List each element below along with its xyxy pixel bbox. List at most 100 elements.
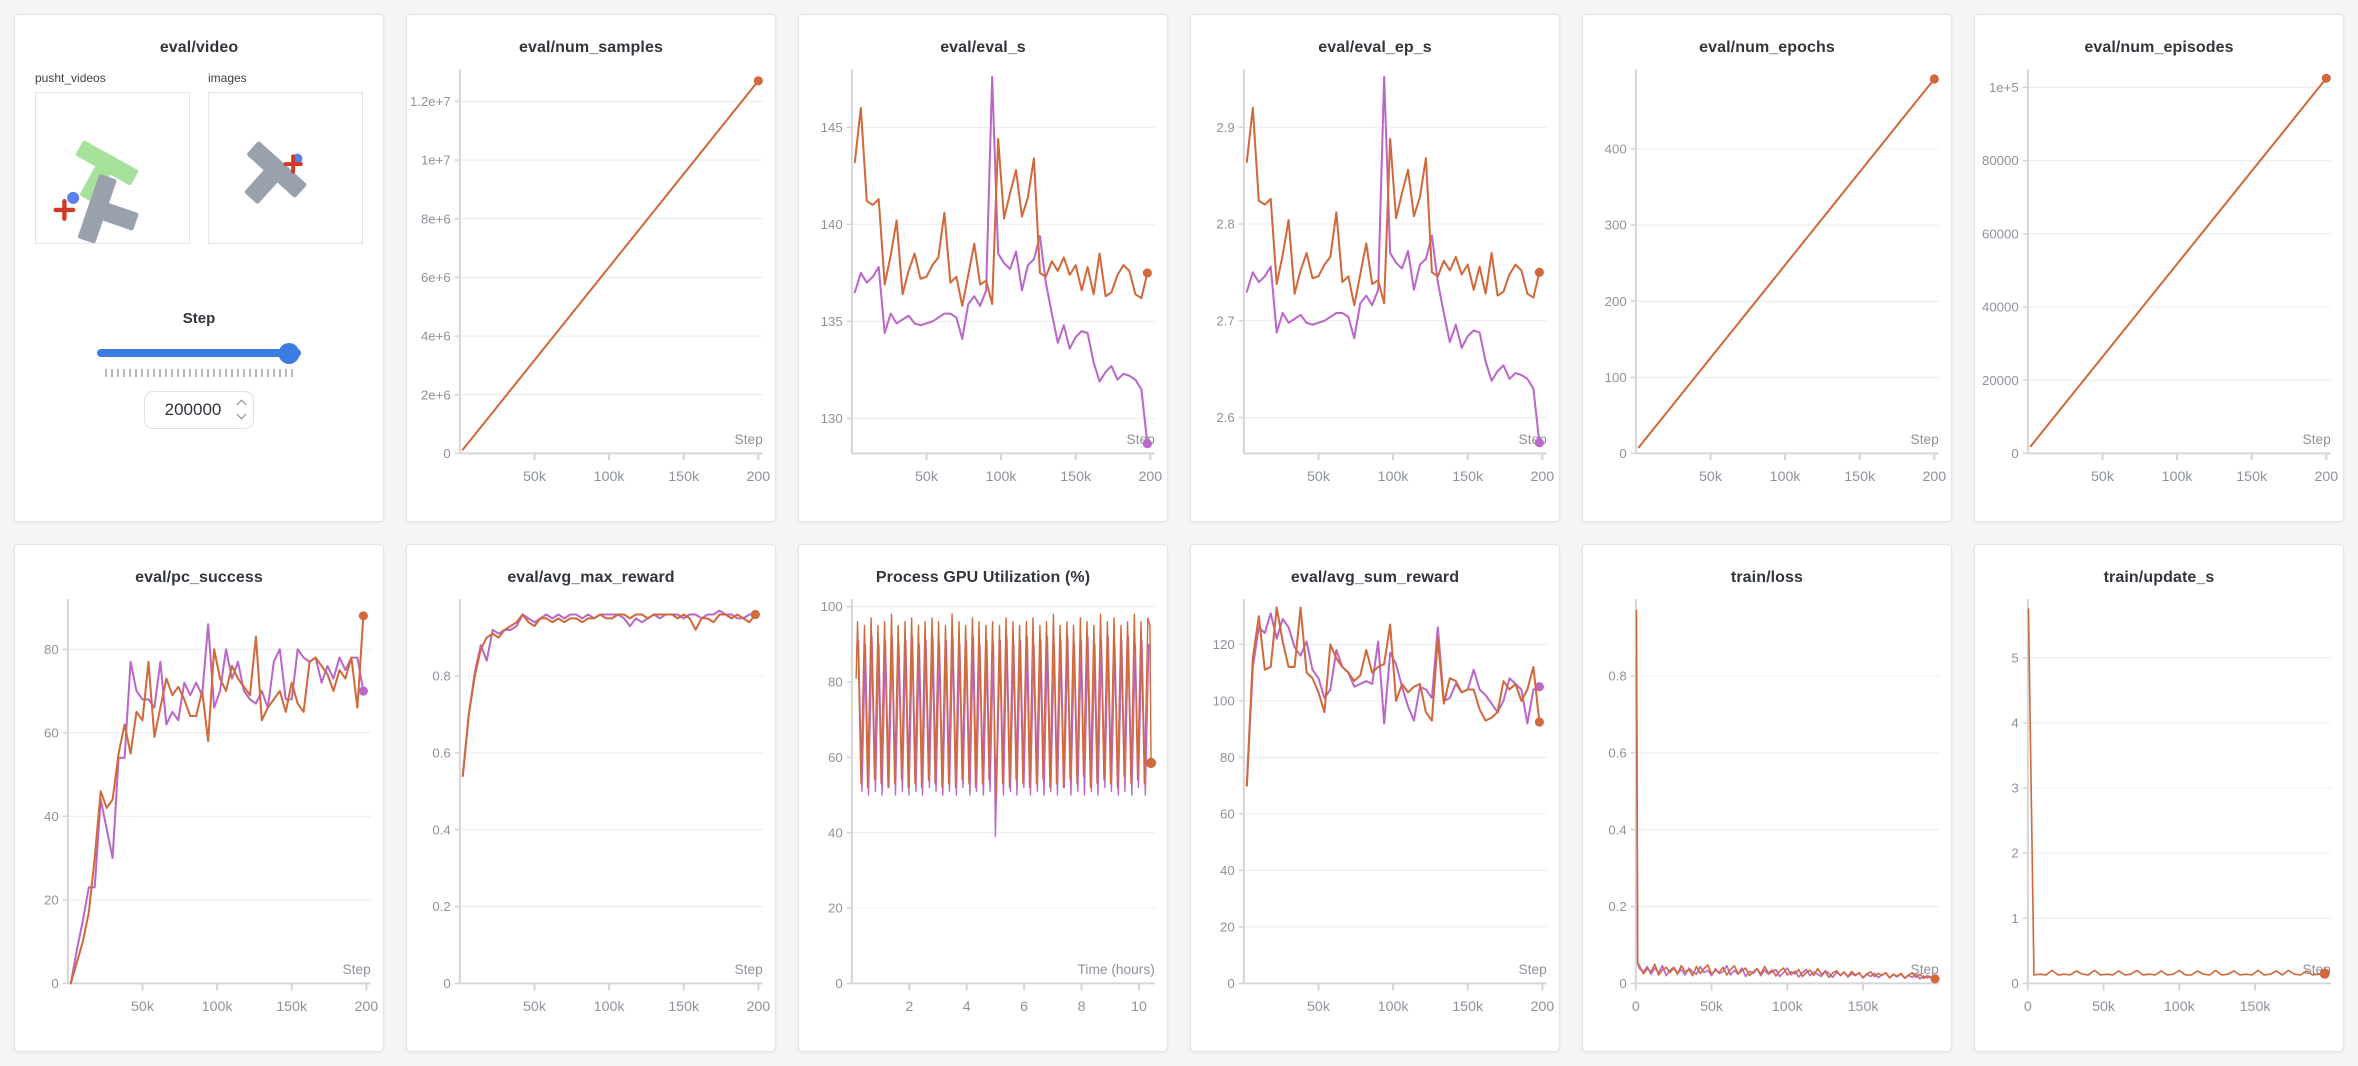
svg-text:20: 20 bbox=[1220, 919, 1235, 934]
chart-canvas: 0 20 40 60 80 100 120 50k 100k 150k 200 Step bbox=[1213, 599, 1554, 1015]
panel-eval-avg-max-reward[interactable]: eval/avg_max_reward 0 0.2 0.4 0.6 0.8 50k 100k… bbox=[406, 544, 776, 1052]
agent-dot bbox=[67, 191, 80, 204]
svg-text:40000: 40000 bbox=[1982, 300, 2019, 315]
svg-text:60000: 60000 bbox=[1982, 226, 2019, 241]
gray-t-piece bbox=[244, 141, 307, 204]
svg-text:50k: 50k bbox=[915, 469, 939, 485]
svg-text:50k: 50k bbox=[1307, 999, 1331, 1015]
svg-text:Step: Step bbox=[343, 962, 372, 977]
svg-text:150k: 150k bbox=[2236, 469, 2268, 485]
svg-text:50k: 50k bbox=[1699, 469, 1723, 485]
panel-eval-num-samples[interactable]: eval/num_samples 0 2e+6 4e+6 6e+6 8e+6 1e+7 1.… bbox=[406, 14, 776, 522]
svg-text:200: 200 bbox=[2314, 469, 2338, 485]
chart-canvas: 0 20 40 60 80 50k 100k 150k 200 Step bbox=[44, 599, 378, 1015]
svg-text:60: 60 bbox=[1220, 806, 1235, 821]
panel-eval-avg-sum-reward[interactable]: eval/avg_sum_reward 0 20 40 60 80 100 120 50k 10… bbox=[1190, 544, 1560, 1052]
svg-text:135: 135 bbox=[821, 314, 843, 329]
step-slider-track[interactable] bbox=[97, 348, 301, 357]
svg-text:200: 200 bbox=[746, 999, 770, 1015]
svg-text:50k: 50k bbox=[523, 469, 547, 485]
chart-title: eval/eval_ep_s bbox=[1318, 39, 1432, 56]
svg-text:4: 4 bbox=[963, 999, 971, 1015]
svg-text:150k: 150k bbox=[276, 999, 308, 1015]
svg-text:2.8: 2.8 bbox=[1216, 217, 1234, 232]
step-slider[interactable] bbox=[97, 342, 301, 364]
step-input[interactable] bbox=[144, 390, 254, 429]
panel-eval-eval-s[interactable]: eval/eval_s 130 135 140 145 50k 100k 150k 200 St… bbox=[798, 14, 1168, 522]
svg-text:300: 300 bbox=[1605, 218, 1627, 233]
svg-text:100k: 100k bbox=[2162, 469, 2194, 485]
svg-text:100: 100 bbox=[821, 599, 843, 614]
panel-eval-num-epochs[interactable]: eval/num_epochs 0 100 200 300 400 50k 100k 150k… bbox=[1582, 14, 1952, 522]
step-input-wrap bbox=[144, 390, 254, 429]
svg-text:100k: 100k bbox=[1378, 469, 1410, 485]
svg-text:200: 200 bbox=[1530, 999, 1554, 1015]
chart-title: eval/num_samples bbox=[519, 39, 663, 56]
svg-text:3: 3 bbox=[2011, 781, 2018, 796]
svg-text:1.2e+7: 1.2e+7 bbox=[410, 94, 451, 109]
svg-text:0: 0 bbox=[443, 976, 450, 991]
svg-text:0.8: 0.8 bbox=[432, 669, 450, 684]
svg-text:200: 200 bbox=[1922, 469, 1946, 485]
chart-canvas: 0 0.2 0.4 0.6 0.8 0 50k 100k 150k Step bbox=[1608, 599, 1940, 1015]
svg-text:400: 400 bbox=[1605, 142, 1627, 157]
svg-text:50k: 50k bbox=[2091, 469, 2115, 485]
svg-text:2: 2 bbox=[2011, 846, 2018, 861]
svg-text:40: 40 bbox=[1220, 863, 1235, 878]
svg-text:150k: 150k bbox=[1844, 469, 1876, 485]
svg-text:150k: 150k bbox=[668, 999, 700, 1015]
panel-process-gpu-utilization-[interactable]: Process GPU Utilization (%) 0 20 40 60 80 100… bbox=[798, 544, 1168, 1052]
svg-text:10: 10 bbox=[1131, 999, 1147, 1015]
chart-title: eval/avg_sum_reward bbox=[1290, 569, 1460, 586]
svg-text:Step: Step bbox=[2303, 432, 2332, 447]
panel-eval-pc-success[interactable]: eval/pc_success 0 20 40 60 80 50k 100k 150k 200 S… bbox=[14, 544, 384, 1052]
svg-text:150k: 150k bbox=[668, 469, 700, 485]
svg-text:0.4: 0.4 bbox=[1608, 822, 1626, 837]
svg-text:0: 0 bbox=[2024, 999, 2032, 1015]
svg-text:20000: 20000 bbox=[1982, 373, 2019, 388]
step-slider-thumb[interactable] bbox=[278, 342, 300, 364]
chart-title: eval/num_epochs bbox=[1699, 39, 1835, 56]
svg-text:6e+6: 6e+6 bbox=[421, 270, 451, 285]
svg-text:80: 80 bbox=[828, 675, 843, 690]
svg-text:1e+5: 1e+5 bbox=[1989, 80, 2019, 95]
svg-text:Step: Step bbox=[735, 962, 764, 977]
svg-text:100: 100 bbox=[1605, 370, 1627, 385]
chart-title: train/loss bbox=[1730, 569, 1804, 586]
svg-text:0: 0 bbox=[443, 446, 450, 461]
svg-text:0: 0 bbox=[2011, 446, 2018, 461]
svg-text:1e+7: 1e+7 bbox=[421, 153, 451, 168]
panel-train-update-s[interactable]: train/update_s 0 1 2 3 4 5 0 50k 100k 150k Step bbox=[1974, 544, 2344, 1052]
video-item-images: images bbox=[208, 71, 363, 244]
step-spinner[interactable] bbox=[236, 399, 247, 420]
chart-title: Process GPU Utilization (%) bbox=[875, 569, 1091, 586]
pusht-video-thumbnail[interactable] bbox=[35, 92, 190, 244]
svg-text:0: 0 bbox=[835, 976, 842, 991]
svg-text:0: 0 bbox=[1619, 976, 1626, 991]
panel-eval-video[interactable]: eval/video pusht_videos bbox=[14, 14, 384, 522]
svg-text:40: 40 bbox=[828, 825, 843, 840]
panel-eval-num-episodes[interactable]: eval/num_episodes 0 20000 40000 60000 80000 1… bbox=[1974, 14, 2344, 522]
spinner-down-icon[interactable] bbox=[236, 409, 247, 420]
svg-text:2.6: 2.6 bbox=[1216, 410, 1234, 425]
svg-text:100k: 100k bbox=[1378, 999, 1410, 1015]
panel-train-loss[interactable]: train/loss 0 0.2 0.4 0.6 0.8 0 50k 100k 150k Step bbox=[1582, 544, 1952, 1052]
svg-text:Step: Step bbox=[735, 432, 764, 447]
images-video-thumbnail[interactable] bbox=[208, 92, 363, 244]
svg-text:2e+6: 2e+6 bbox=[421, 387, 451, 402]
svg-text:140: 140 bbox=[821, 217, 843, 232]
svg-text:0.2: 0.2 bbox=[432, 899, 450, 914]
step-control: Step bbox=[15, 310, 383, 429]
svg-text:1: 1 bbox=[2011, 911, 2018, 926]
svg-text:200: 200 bbox=[1138, 469, 1162, 485]
video-label-images: images bbox=[208, 71, 247, 85]
chart-title: train/update_s bbox=[2103, 569, 2215, 586]
spinner-up-icon[interactable] bbox=[236, 399, 247, 410]
panel-eval-eval-ep-s[interactable]: eval/eval_ep_s 2.6 2.7 2.8 2.9 50k 100k 150k 20… bbox=[1190, 14, 1560, 522]
svg-text:Step: Step bbox=[1911, 962, 1940, 977]
svg-text:50k: 50k bbox=[1307, 469, 1331, 485]
svg-text:100k: 100k bbox=[1770, 469, 1802, 485]
